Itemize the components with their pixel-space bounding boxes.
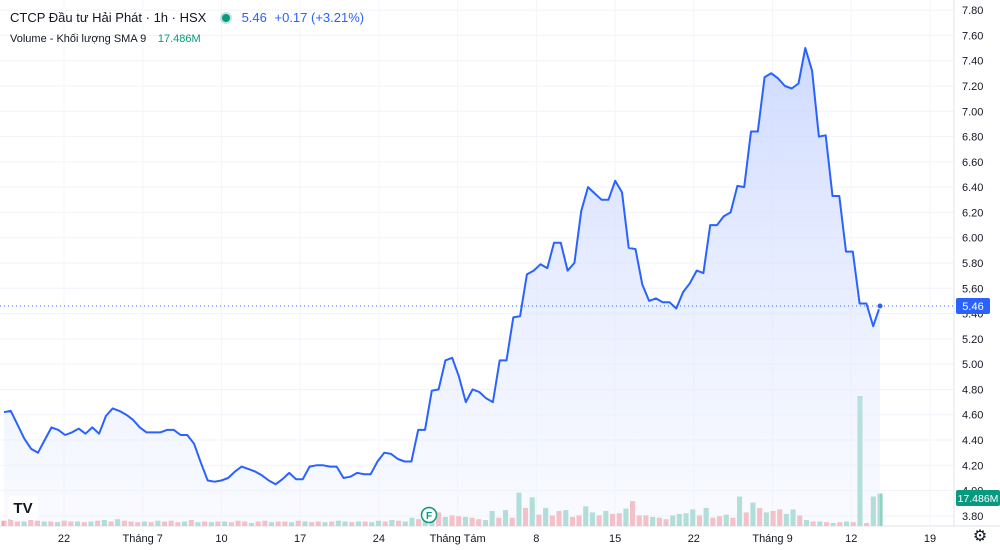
price-tick-label: 7.40 (962, 56, 983, 68)
price-tick-label: 4.80 (962, 384, 983, 396)
legend-price: 5.46 (241, 10, 267, 25)
price-tick-label: 4.60 (962, 410, 983, 422)
price-tick-label: 7.00 (962, 106, 983, 118)
price-tick-label: 4.20 (962, 460, 983, 472)
price-tick-label: 7.80 (962, 5, 983, 17)
price-tick-label: 5.80 (962, 258, 983, 270)
price-tick-label: 6.00 (962, 233, 983, 245)
time-tick-label: 12 (845, 533, 857, 545)
price-line (3, 47, 881, 486)
time-tick-label: Tháng Tám (430, 533, 486, 545)
price-tick-label: 7.60 (962, 30, 983, 42)
price-tick-label: 5.20 (962, 334, 983, 346)
price-tick-label: 5.60 (962, 283, 983, 295)
price-tick-label: 3.80 (962, 511, 983, 523)
price-tick-label: 6.40 (962, 182, 983, 194)
volume-badge: 17.486M (956, 490, 1000, 506)
time-tick-label: 8 (533, 533, 539, 545)
price-tick-label: 6.60 (962, 157, 983, 169)
symbol-title[interactable]: CTCP Đầu tư Hải Phát · 1h · HSX (10, 10, 207, 25)
time-tick-label: 15 (609, 533, 621, 545)
time-tick-label: 17 (294, 533, 306, 545)
legend-main-row: CTCP Đầu tư Hải Phát · 1h · HSX 5.46 +0.… (10, 8, 364, 28)
gear-icon[interactable]: ⚙ (972, 528, 988, 545)
market-status-icon (221, 14, 230, 23)
tradingview-logo-icon[interactable]: TV (8, 496, 38, 520)
price-tick-label: 4.40 (962, 435, 983, 447)
time-tick-label: 24 (373, 533, 385, 545)
volume-indicator-label[interactable]: Volume - Khối lượng SMA 9 (10, 33, 147, 45)
last-price-value: 5.46 (962, 301, 983, 313)
volume-bar (877, 493, 883, 526)
last-price-dot (876, 302, 884, 310)
legend-change: +0.17 (+3.21%) (274, 10, 365, 25)
time-tick-label: Tháng 7 (123, 533, 163, 545)
time-tick-label: 10 (215, 533, 227, 545)
price-axis: 7.80 7.60 7.40 7.20 7.00 6.80 6.60 6.40 6.20 6.00… (962, 5, 983, 523)
time-tick-label: 22 (688, 533, 700, 545)
time-tick-label: 19 (924, 533, 936, 545)
time-tick-label: 22 (58, 533, 70, 545)
price-area-fill (4, 48, 880, 526)
price-tick-label: 6.80 (962, 132, 983, 144)
event-flag-label: F (426, 511, 432, 522)
volume-indicator-value: 17.486M (157, 33, 201, 45)
price-tick-label: 7.20 (962, 81, 983, 93)
legend-volume-row: Volume - Khối lượng SMA 9 17.486M (10, 28, 364, 48)
time-axis: 22 Tháng 7 10 17 24 Tháng Tám 8 15 22 Tháng 9 12 19 (58, 533, 936, 545)
event-flag[interactable]: F (420, 506, 438, 524)
last-price-badge: 5.46 (956, 297, 990, 314)
event-flag-icon[interactable] (420, 506, 438, 524)
time-tick-label: Tháng 9 (752, 533, 792, 545)
price-tick-label: 6.20 (962, 207, 983, 219)
volume-badge-value: 17.486M (958, 493, 999, 505)
chart-legend: CTCP Đầu tư Hải Phát · 1h · HSX 5.46 +0.… (10, 8, 364, 48)
price-tick-label: 5.00 (962, 359, 983, 371)
